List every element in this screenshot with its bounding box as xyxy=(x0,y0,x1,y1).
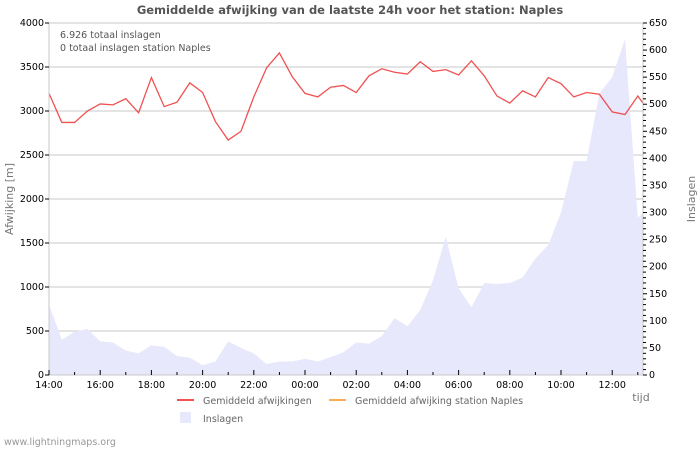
x-axis-title: tijd xyxy=(632,391,649,404)
y-right-tick-label: 0 xyxy=(649,370,655,381)
legend: Gemiddeld afwijkingen Gemiddeld afwijking… xyxy=(177,396,523,425)
legend-label-afwijkingen: Gemiddeld afwijkingen xyxy=(203,396,312,407)
y-right-tick-label: 50 xyxy=(649,343,661,354)
legend-label-inslagen: Inslagen xyxy=(203,414,243,425)
info-text: 6.926 totaal inslagen 0 totaal inslagen s… xyxy=(60,30,211,54)
y-left-tick-label: 0 xyxy=(38,370,44,381)
y-left-tick-label: 4000 xyxy=(20,18,44,29)
legend-swatch-inslagen xyxy=(180,412,191,423)
y-left-tick-label: 2500 xyxy=(20,150,44,161)
y-right-tick-label: 650 xyxy=(649,18,667,29)
y-left-tick-label: 500 xyxy=(26,326,44,337)
axis-labels: 0 500 1000 1500 2000 2500 3000 3500 4000 0 50 100 15… xyxy=(3,18,698,404)
x-tick-label: 04:00 xyxy=(394,380,421,391)
y-right-tick-label: 350 xyxy=(649,180,667,191)
y-left-tick-label: 1500 xyxy=(20,238,44,249)
y-right-tick-label: 550 xyxy=(649,72,667,83)
x-tick-label: 12:00 xyxy=(599,380,626,391)
y-right-tick-label: 450 xyxy=(649,126,667,137)
inslagen-area-path xyxy=(49,39,643,375)
inslagen-area xyxy=(49,39,643,375)
y-right-tick-label: 150 xyxy=(649,289,667,300)
y-right-tick-label: 200 xyxy=(649,262,667,273)
info-line: 0 totaal inslagen station Naples xyxy=(60,43,211,54)
y-right-tick-label: 250 xyxy=(649,235,667,246)
x-tick-label: 22:00 xyxy=(240,380,267,391)
x-tick-label: 00:00 xyxy=(291,380,318,391)
y-left-tick-label: 3000 xyxy=(20,106,44,117)
x-tick-label: 20:00 xyxy=(189,380,216,391)
info-line: 6.926 totaal inslagen xyxy=(60,30,161,41)
x-tick-label: 10:00 xyxy=(547,380,574,391)
y-left-tick-label: 3500 xyxy=(20,62,44,73)
y-right-axis-title: Inslagen xyxy=(685,176,698,222)
y-left-tick-label: 2000 xyxy=(20,194,44,205)
chart-title: Gemiddelde afwijking van de laatste 24h … xyxy=(136,3,564,17)
x-tick-label: 14:00 xyxy=(35,380,62,391)
afwijking-line xyxy=(48,51,644,141)
y-right-tick-label: 100 xyxy=(649,316,667,327)
y-right-tick-label: 400 xyxy=(649,153,667,164)
x-tick-label: 16:00 xyxy=(87,380,114,391)
x-tick-label: 08:00 xyxy=(496,380,523,391)
x-tick-label: 02:00 xyxy=(343,380,370,391)
y-right-tick-label: 300 xyxy=(649,208,667,219)
axis-ticks xyxy=(45,22,647,376)
footer-credit: www.lightningmaps.org xyxy=(4,437,116,448)
x-tick-label: 18:00 xyxy=(138,380,165,391)
y-right-tick-label: 600 xyxy=(649,45,667,56)
y-left-axis-title: Afwijking [m] xyxy=(3,163,16,235)
legend-label-station: Gemiddeld afwijking station Naples xyxy=(355,396,523,407)
y-left-tick-label: 1000 xyxy=(20,282,44,293)
y-right-tick-label: 500 xyxy=(649,99,667,110)
x-tick-label: 06:00 xyxy=(445,380,472,391)
afwijking-polyline xyxy=(48,51,644,141)
